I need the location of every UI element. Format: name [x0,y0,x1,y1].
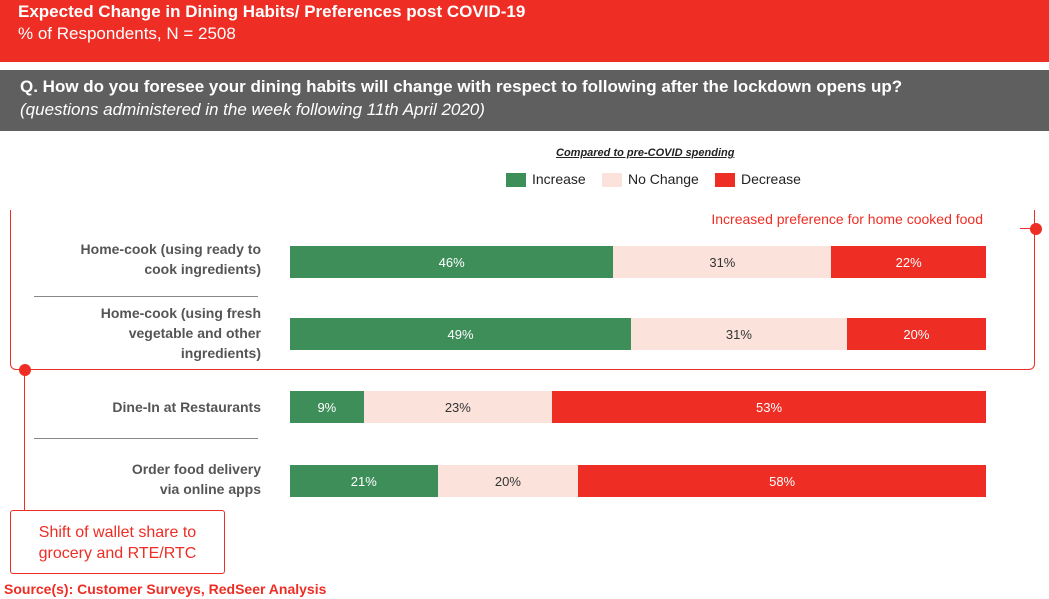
question-note: (questions administered in the week foll… [20,100,485,119]
callout-home-cooked: Increased preference for home cooked foo… [700,211,983,228]
category-label: Dine-In at Restaurants [112,399,261,415]
callout-wallet-share: Shift of wallet share to grocery and RTE… [10,510,225,574]
legend-swatch [602,173,622,187]
bar-segment-decrease: 58% [578,465,986,497]
right-bracket-top-line [1034,210,1035,228]
legend-swatch [715,173,735,187]
legend-swatch [506,173,526,187]
question-banner: Q. How do you foresee your dining habits… [0,70,1049,131]
data-label: 46% [438,254,465,270]
bar-segment-decrease: 20% [846,318,986,350]
source-note: Source(s): Customer Surveys, RedSeer Ana… [4,581,327,597]
data-label: 31% [725,326,752,342]
bar-segment-increase: 9% [290,391,364,423]
data-label: 31% [709,254,736,270]
data-label: 20% [494,473,521,489]
bar-segment-increase: 49% [290,318,632,350]
bar-segment-decrease: 53% [552,391,986,423]
question-text: Q. How do you foresee your dining habits… [20,77,903,96]
bar-segment-decrease: 22% [831,246,986,278]
row-divider [34,296,258,297]
category-label: Home-cook (using fresh vegetable and othe… [100,305,261,361]
bar-segment-no-change: 31% [613,246,832,278]
data-label: 21% [350,473,377,489]
right-callout-connector [1020,228,1036,229]
data-label: 53% [755,399,783,415]
home-cook-bracket [10,210,1035,370]
data-label: 23% [444,399,471,415]
left-callout-line [24,370,25,510]
header-banner: Expected Change in Dining Habits/ Prefer… [0,0,1049,62]
bar-segment-no-change: 31% [631,318,847,350]
left-callout-dot [19,364,31,376]
bar-segment-increase: 21% [290,465,438,497]
legend-label: Decrease [741,171,801,187]
legend-label: Increase [532,171,586,187]
category-label: Home-cook (using ready to cook ingredient… [80,241,261,277]
data-label: 58% [769,473,796,489]
row-divider [34,438,258,439]
right-callout-dot [1030,223,1042,235]
data-label: 22% [895,254,922,270]
data-label: 20% [903,326,930,342]
chart-title: Expected Change in Dining Habits/ Prefer… [18,2,526,21]
data-label: 9% [317,399,337,415]
chart-subtitle: % of Respondents, N = 2508 [18,24,236,43]
legend-title: Compared to pre-COVID spending [556,147,735,159]
data-label: 49% [447,326,474,342]
bar-segment-no-change: 23% [363,391,553,423]
bar-segment-increase: 46% [290,246,614,278]
bar-segment-no-change: 20% [437,465,579,497]
legend-label: No Change [628,171,699,187]
category-label: Order food delivery via online apps [131,461,261,497]
